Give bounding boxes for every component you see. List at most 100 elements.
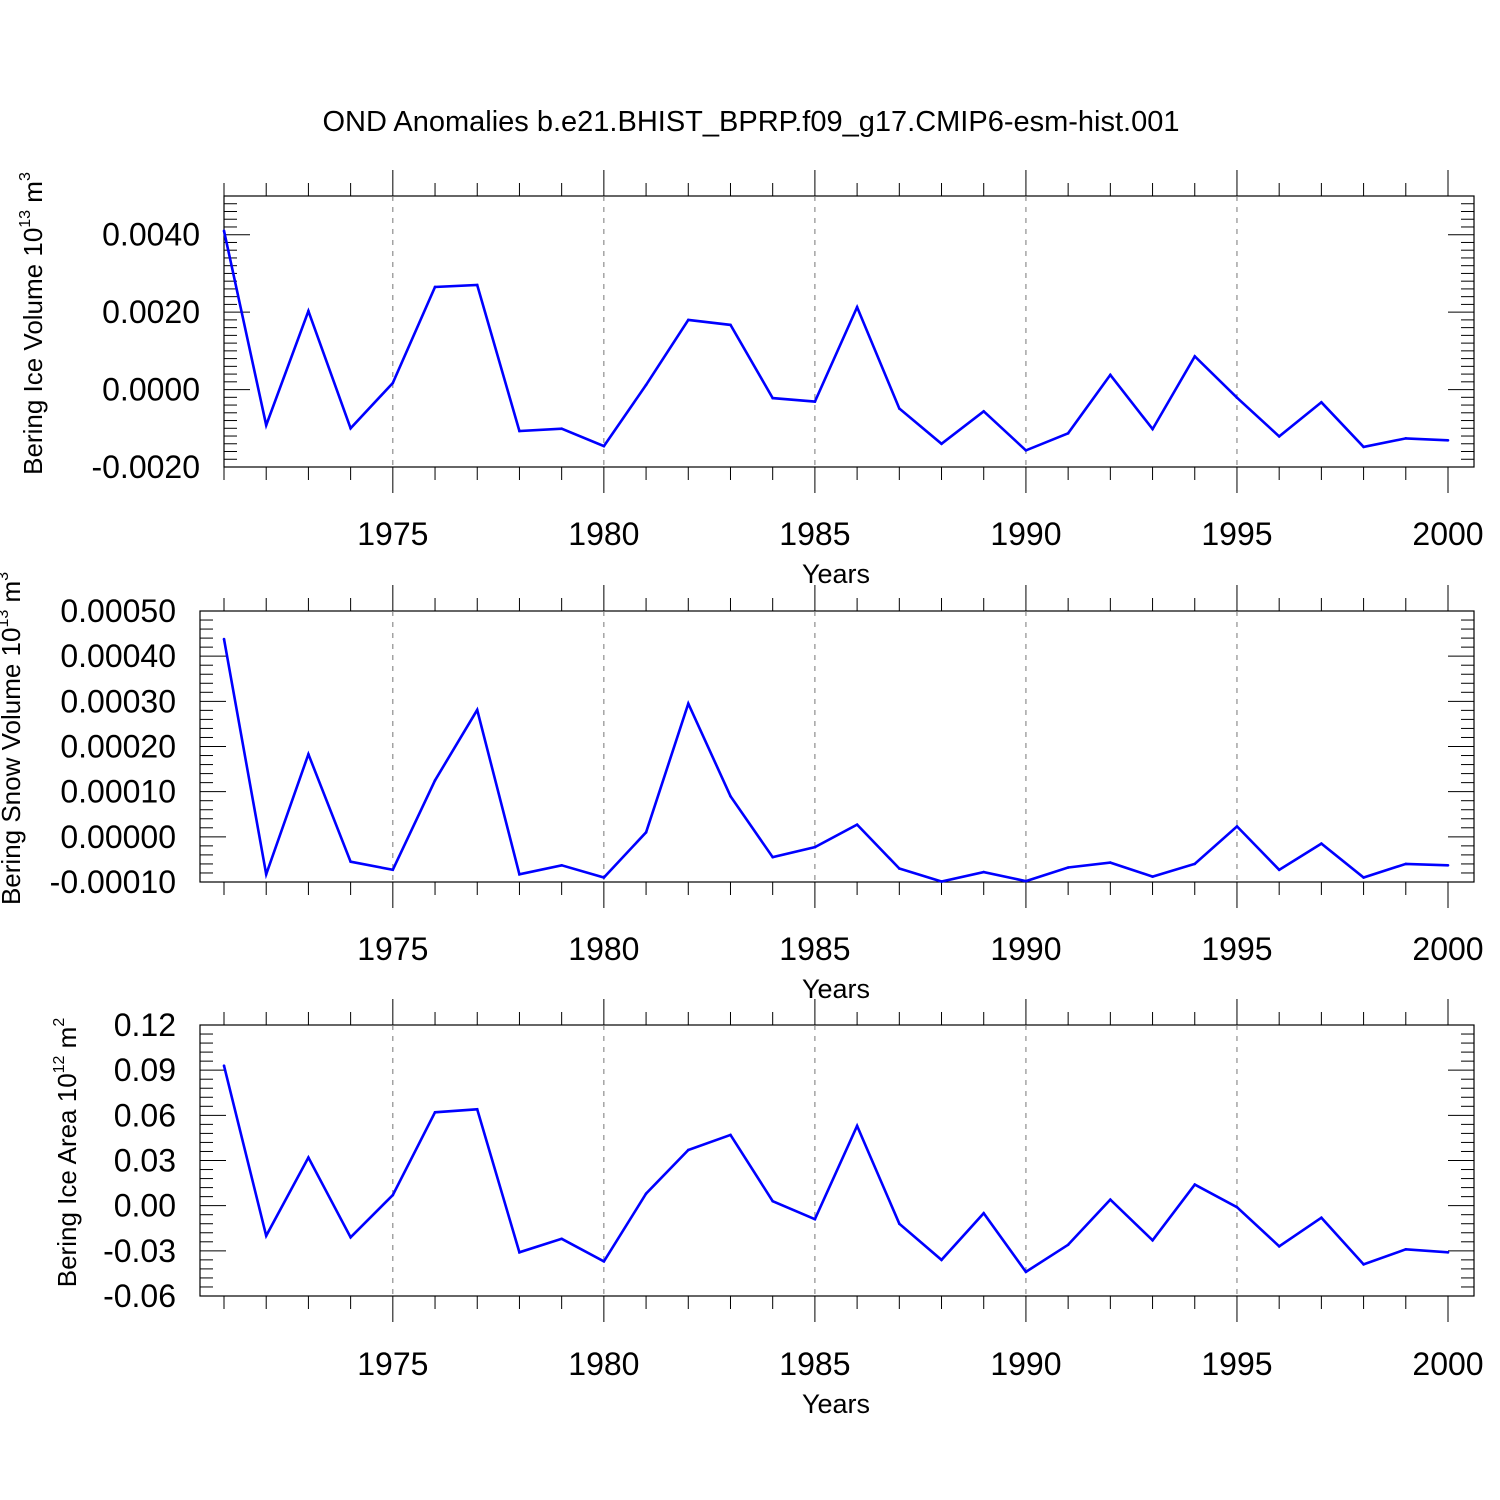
y-axis-label: Bering Ice Volume 1013 m3: [17, 172, 48, 475]
y-label-text: Bering Ice Volume 10: [18, 228, 48, 475]
data-point: [771, 396, 774, 400]
series-line-1: [222, 1065, 1449, 1274]
data-point: [813, 400, 817, 403]
data-point: [1320, 1216, 1323, 1220]
data-point: [1235, 825, 1239, 828]
y-label-superscript: 12: [51, 1055, 68, 1073]
data-point: [1066, 1243, 1070, 1247]
y-label-text: m: [0, 581, 26, 610]
y-tick-label: -0.00010: [50, 864, 176, 900]
data-point: [391, 381, 395, 385]
data-point: [1066, 866, 1070, 869]
y-tick-label: 0.00030: [60, 683, 176, 719]
data-point: [602, 444, 606, 448]
x-tick-label: 1980: [568, 1346, 639, 1382]
data-point: [813, 845, 817, 849]
x-tick-label: 1975: [357, 1346, 428, 1382]
data-point: [686, 1148, 690, 1152]
data-point: [433, 285, 437, 289]
y-label-text: Bering Ice Area 10: [52, 1073, 82, 1287]
data-point: [1362, 1263, 1365, 1266]
x-axis-label: Years: [802, 974, 870, 1004]
x-tick-label: 1980: [568, 931, 639, 967]
x-tick-label: 2000: [1412, 516, 1483, 552]
data-point: [813, 1217, 817, 1221]
data-point: [602, 876, 606, 879]
data-point: [1151, 427, 1154, 431]
y-tick-label: 0.00020: [60, 729, 176, 765]
y-label-superscript: 3: [17, 172, 34, 181]
data-point: [560, 863, 563, 867]
x-tick-label: 1975: [357, 931, 428, 967]
data-point: [222, 637, 226, 641]
data-point: [1362, 445, 1365, 449]
plot-frame: [199, 610, 1475, 883]
data-point: [1024, 1270, 1028, 1274]
x-tick-label: 2000: [1412, 1346, 1483, 1382]
data-point: [1277, 868, 1281, 872]
data-point: [1446, 438, 1450, 442]
chart-panel-1: -0.0020 0.0000 0.0020 0.0040 1975 1980 1985 199…: [17, 170, 1484, 589]
chart-panel-2: -0.00010 0.00000 0.00010 0.00020 0.00030 0.00…: [0, 572, 1484, 1004]
data-point: [1024, 879, 1028, 883]
data-point: [1446, 863, 1450, 867]
data-point: [1235, 1205, 1239, 1209]
data-point: [307, 752, 310, 756]
data-point: [1320, 842, 1323, 845]
y-tick-label: -0.03: [103, 1233, 176, 1269]
y-tick-label: 0.09: [114, 1052, 176, 1088]
data-point: [855, 305, 859, 309]
series-line-1: [222, 230, 1449, 452]
data-point: [1066, 432, 1070, 435]
data-point: [1277, 435, 1281, 438]
y-tick-label: 0.00010: [60, 774, 176, 810]
data-point: [560, 427, 563, 430]
data-point: [349, 426, 352, 430]
data-point: [982, 1211, 986, 1215]
x-tick-label: 1980: [568, 516, 639, 552]
data-point: [1151, 875, 1154, 878]
y-label-superscript: 3: [0, 572, 12, 581]
data-point: [644, 383, 648, 387]
data-point: [1277, 1245, 1281, 1248]
data-point: [1362, 876, 1365, 879]
x-tick-label: 1995: [1201, 1346, 1272, 1382]
data-point: [264, 873, 268, 876]
data-point: [222, 1064, 226, 1067]
plot-frame: [223, 195, 1475, 468]
data-point: [1193, 1183, 1197, 1186]
data-point: [1320, 401, 1323, 404]
x-tick-label: 1990: [990, 1346, 1061, 1382]
data-point: [1109, 373, 1112, 377]
data-point: [940, 1258, 943, 1262]
y-tick-label: 0.0020: [102, 294, 200, 330]
data-point: [349, 1235, 352, 1239]
data-point: [518, 1251, 521, 1254]
data-point: [475, 1108, 479, 1111]
data-point: [729, 794, 732, 798]
data-point: [307, 1156, 310, 1159]
y-label-superscript: 2: [51, 1018, 68, 1027]
data-point: [855, 1124, 859, 1128]
data-point: [307, 309, 310, 313]
data-point: [940, 880, 943, 883]
data-point: [1193, 862, 1197, 866]
data-point: [1193, 354, 1197, 358]
data-point: [264, 1234, 268, 1238]
data-point: [475, 283, 479, 287]
y-tick-label: 0.03: [114, 1143, 176, 1179]
data-point: [1024, 449, 1028, 452]
data-point: [1404, 1248, 1408, 1251]
data-point: [1235, 396, 1239, 400]
data-point: [729, 1133, 732, 1137]
y-label-text: m: [18, 181, 48, 210]
data-point: [898, 407, 901, 410]
y-tick-label: 0.06: [114, 1097, 176, 1133]
y-axis-label: Bering Snow Volume 1013 m3: [0, 572, 26, 905]
data-point: [729, 323, 732, 327]
data-point: [433, 779, 437, 782]
data-point: [391, 868, 395, 872]
y-label-superscript: 13: [17, 210, 34, 228]
y-label-superscript: 13: [0, 610, 12, 628]
data-point: [602, 1260, 606, 1263]
